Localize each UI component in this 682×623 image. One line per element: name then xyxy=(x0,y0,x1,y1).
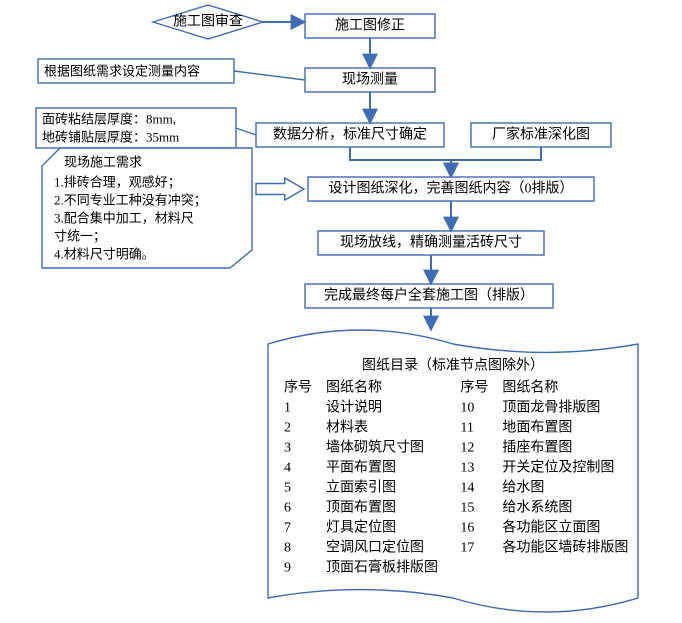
callout-2-line-0: 面砖粘结层厚度：8mm, xyxy=(42,112,176,127)
diamond-label: 施工图审查 xyxy=(173,14,243,30)
callout-3-title: 现场施工需求 xyxy=(64,155,142,170)
node-box1-label: 施工图修正 xyxy=(335,18,405,34)
callout-3-item-2-cont: 寸统一； xyxy=(54,229,106,245)
callout-1: 根据图纸需求设定测量内容 xyxy=(38,59,305,83)
arrow-3 xyxy=(350,147,451,177)
doc-title: 图纸目录（标准节点图除外） xyxy=(362,358,544,374)
diamond-review: 施工图审查 xyxy=(153,5,263,39)
node-box2-label: 现场测量 xyxy=(342,72,398,88)
node-box3b-label: 厂家标准深化图 xyxy=(492,126,590,143)
doc-row-l-2-name: 墙体砌筑尺寸图 xyxy=(326,440,424,456)
doc-row-r-7-num: 17 xyxy=(460,541,474,556)
doc-row-r-2-name: 插座布置图 xyxy=(502,440,572,456)
node-box3b: 厂家标准深化图 xyxy=(471,123,611,147)
arrow-4 xyxy=(451,147,541,177)
callout-3-item-1: 2.不同专业工种没有冲突； xyxy=(54,193,207,209)
doc-row-l-7-num: 8 xyxy=(284,541,291,556)
doc-row-r-7-name: 各功能区墙砖排版图 xyxy=(502,540,628,556)
node-box4-label: 设计图纸深化，完善图纸内容（0排版） xyxy=(329,180,574,197)
callout-2: 面砖粘结层厚度：8mm, 地砖铺贴层厚度：35mm xyxy=(36,108,256,148)
doc-row-l-6-num: 7 xyxy=(284,521,291,536)
doc-row-l-8-num: 9 xyxy=(284,561,291,576)
doc-header-3: 图纸名称 xyxy=(502,380,558,396)
doc-row-r-1-name: 地面布置图 xyxy=(502,420,572,436)
doc-row-l-1-name: 材料表 xyxy=(326,420,368,436)
doc-row-l-1-num: 2 xyxy=(284,421,291,436)
node-box2: 现场测量 xyxy=(305,68,435,92)
callout-3-item-2: 3.配合集中加工，材料尺 xyxy=(54,211,194,226)
doc-row-r-6-num: 16 xyxy=(460,521,474,536)
doc-row-r-5-num: 15 xyxy=(460,501,474,516)
doc-row-l-6-name: 灯具定位图 xyxy=(326,520,396,536)
callout-3-item-3: 4.材料尺寸明确。 xyxy=(54,247,155,262)
doc-row-l-0-num: 1 xyxy=(284,401,291,416)
doc-row-l-3-name: 平面布置图 xyxy=(326,460,396,476)
doc-row-r-4-name: 给水图 xyxy=(502,480,544,496)
doc-row-r-5-name: 给水系统图 xyxy=(502,500,572,516)
doc-catalog: 图纸目录（标准节点图除外）序号图纸名称序号图纸名称1设计说明2材料表3墙体砌筑尺… xyxy=(268,330,638,612)
node-box5-label: 现场放线，精确测量活砖尺寸 xyxy=(340,235,522,251)
node-box3-label: 数据分析，标准尺寸确定 xyxy=(273,127,427,143)
doc-row-l-2-num: 3 xyxy=(284,441,291,456)
block-arrow xyxy=(256,178,304,200)
doc-row-l-7-name: 空调风口定位图 xyxy=(326,540,424,556)
doc-row-r-2-num: 12 xyxy=(460,441,474,456)
doc-row-l-0-name: 设计说明 xyxy=(326,400,382,416)
doc-header-0: 序号 xyxy=(284,380,312,396)
callout-3: 现场施工需求 1.排砖合理，观感好； 2.不同专业工种没有冲突； 3.配合集中加工，材… xyxy=(42,148,252,268)
node-box6-label: 完成最终每户全套施工图（排版） xyxy=(324,287,534,304)
doc-row-l-4-num: 5 xyxy=(284,481,291,496)
doc-row-r-3-name: 开关定位及控制图 xyxy=(502,460,614,476)
doc-header-2: 序号 xyxy=(460,380,488,396)
doc-row-l-8-name: 顶面石膏板排版图 xyxy=(326,559,438,576)
doc-header-1: 图纸名称 xyxy=(326,380,382,396)
doc-row-r-4-num: 14 xyxy=(460,481,474,496)
callout-2-line-1: 地砖铺贴层厚度：35mm xyxy=(42,130,179,145)
doc-row-r-6-name: 各功能区立面图 xyxy=(502,520,600,536)
doc-row-r-0-name: 顶面龙骨排版图 xyxy=(502,400,600,416)
node-box4: 设计图纸深化，完善图纸内容（0排版） xyxy=(308,177,594,201)
doc-row-l-5-num: 6 xyxy=(284,501,291,516)
doc-row-r-1-num: 11 xyxy=(460,421,473,436)
node-box5: 现场放线，精确测量活砖尺寸 xyxy=(318,231,544,255)
doc-row-l-4-name: 立面索引图 xyxy=(326,479,396,496)
doc-row-r-3-num: 13 xyxy=(460,461,474,476)
doc-row-r-0-num: 10 xyxy=(460,401,474,416)
node-box3: 数据分析，标准尺寸确定 xyxy=(256,123,444,147)
callout-3-item-0: 1.排砖合理，观感好； xyxy=(54,175,181,191)
doc-row-l-5-name: 顶面布置图 xyxy=(326,500,396,516)
node-box1: 施工图修正 xyxy=(305,14,435,38)
doc-row-l-3-num: 4 xyxy=(284,461,291,476)
node-box6: 完成最终每户全套施工图（排版） xyxy=(305,284,553,308)
callout-1-label: 根据图纸需求设定测量内容 xyxy=(44,64,200,79)
